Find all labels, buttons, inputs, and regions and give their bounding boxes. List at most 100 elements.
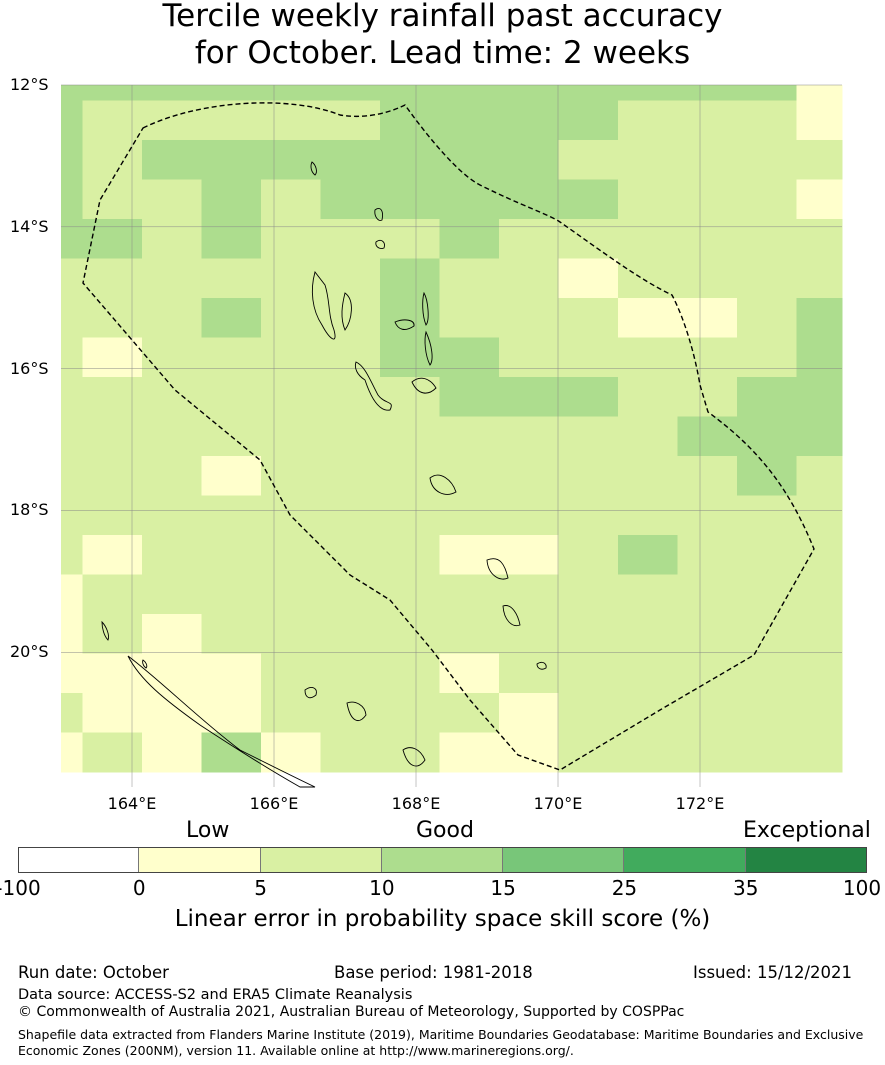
grid-cell: [499, 456, 559, 496]
grid-cell: [142, 219, 202, 259]
grid-cell: [142, 495, 202, 536]
grid-cell: [677, 337, 738, 378]
base-period: Base period: 1981-2018: [334, 963, 533, 982]
grid-cell: [61, 179, 83, 220]
grid-cell: [142, 179, 202, 220]
grid-cell: [618, 258, 678, 299]
grid-cell: [61, 653, 83, 694]
grid-cell: [677, 614, 738, 654]
grid-cell: [796, 535, 843, 575]
grid-cell: [261, 337, 321, 378]
longitude-tick-label: 172°E: [675, 794, 725, 813]
grid-cell: [677, 85, 738, 101]
grid-cell: [618, 653, 678, 694]
grid-cell: [796, 495, 843, 536]
grid-cell: [796, 179, 843, 220]
colorbar-segment: [503, 847, 625, 873]
grid-cell: [82, 574, 143, 615]
grid-cell: [320, 258, 381, 299]
latitude-tick-label: 12°S: [10, 75, 49, 94]
island-coastline: [304, 687, 317, 699]
island-coastline: [394, 319, 415, 330]
colorbar-title: Linear error in probability space skill …: [174, 906, 711, 932]
longitude-tick-label: 170°E: [533, 794, 583, 813]
island-coastline: [101, 620, 109, 641]
grid-cell: [261, 653, 321, 694]
grid-cell: [142, 416, 202, 457]
grid-cell: [201, 732, 262, 773]
grid-cell: [142, 732, 202, 773]
grid-cell: [142, 337, 202, 378]
grid-cell: [677, 100, 738, 141]
grid-cell: [320, 416, 381, 457]
island-coastline: [311, 271, 336, 340]
grid-cell: [677, 179, 738, 220]
grid-cell: [320, 535, 381, 575]
grid-cell: [82, 258, 143, 299]
grid-cell: [380, 298, 440, 338]
grid-cell: [618, 85, 678, 101]
grid-cell: [499, 140, 559, 180]
grid-cell: [142, 85, 202, 101]
grid-cell: [499, 574, 559, 615]
grid-cell: [320, 653, 381, 694]
colorbar-segment: [18, 847, 140, 873]
grid-cell: [558, 100, 619, 141]
grid-cell: [142, 377, 202, 417]
grid-cell: [439, 100, 500, 141]
grid-cell: [439, 732, 500, 773]
grid-cell: [499, 495, 559, 536]
run-date: Run date: October: [18, 963, 169, 982]
grid-cell: [142, 614, 202, 654]
grid-cell: [82, 693, 143, 733]
grid-cell: [558, 377, 619, 417]
grid-cell: [677, 693, 738, 733]
grid-cell: [796, 85, 843, 101]
grid-cell: [380, 337, 440, 378]
island-coastline: [374, 208, 383, 221]
island-coastline: [127, 655, 316, 788]
grid-cell: [499, 179, 559, 220]
grid-cell: [737, 337, 797, 378]
grid-cell: [677, 456, 738, 496]
grid-cell: [499, 85, 559, 101]
grid-cell: [61, 100, 83, 141]
grid-cell: [499, 100, 559, 141]
skill-grid-cells: [61, 85, 843, 773]
grid-cell: [737, 574, 797, 615]
longitude-tick-label: 166°E: [249, 794, 299, 813]
grid-cell: [439, 693, 500, 733]
colorbar-tick-label: 5: [254, 876, 267, 900]
grid-cell: [261, 85, 321, 101]
grid-cell: [82, 179, 143, 220]
grid-cell: [558, 298, 619, 338]
latitude-tick-label: 18°S: [10, 500, 49, 520]
grid-cell: [439, 653, 500, 694]
grid-cell: [737, 693, 797, 733]
grid-cell: [261, 456, 321, 496]
grid-cell: [737, 179, 797, 220]
grid-cell: [677, 535, 738, 575]
grid-cell: [320, 85, 381, 101]
grid-cell: [82, 85, 143, 101]
grid-cell: [737, 298, 797, 338]
grid-cell: [796, 337, 843, 378]
colorbar-segment: [260, 847, 382, 873]
island-coastline: [429, 474, 457, 495]
grid-cell: [618, 140, 678, 180]
grid-cell: [439, 456, 500, 496]
grid-cell: [499, 298, 559, 338]
grid-cell: [320, 495, 381, 536]
grid-cell: [558, 693, 619, 733]
category-good-label: Good: [416, 818, 474, 843]
grid-cell: [677, 416, 738, 457]
grid-cell: [201, 693, 262, 733]
colorbar-segment: [139, 847, 261, 873]
grid-cell: [380, 416, 440, 457]
island-coastline: [341, 292, 352, 331]
grid-cell: [261, 377, 321, 417]
grid-cell: [737, 100, 797, 141]
grid-cell: [201, 298, 262, 338]
grid-cell: [677, 258, 738, 299]
grid-cell: [380, 614, 440, 654]
